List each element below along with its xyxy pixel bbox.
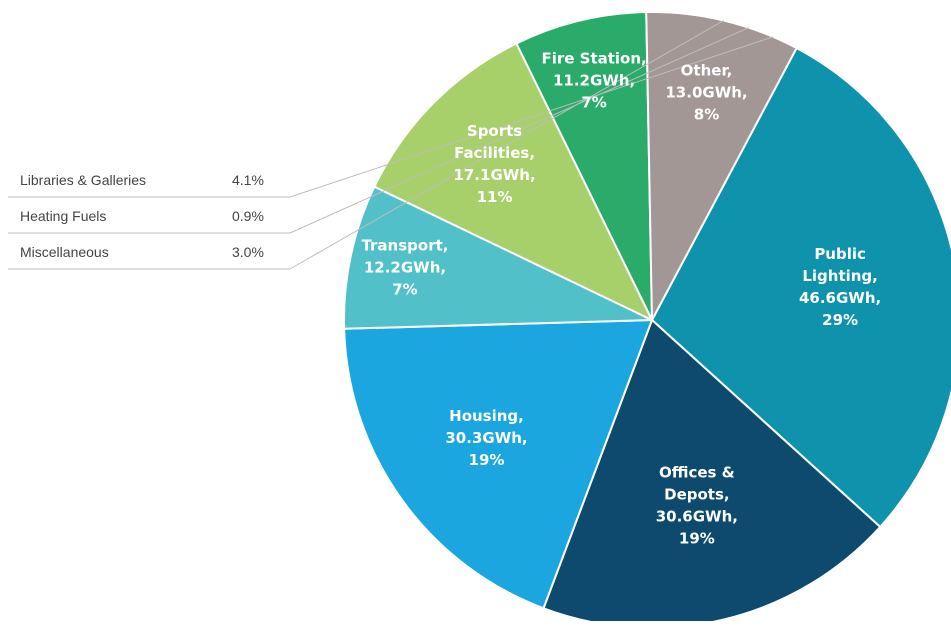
slice-label-sports-facilities: Sports Facilities, 17.1GWh, 11% (453, 122, 535, 206)
slice-label-line: 29% (822, 311, 858, 329)
breakdown-connector (289, 36, 774, 198)
slice-label-fire-station: Fire Station, 11.2GWh, 7% (541, 49, 646, 111)
slice-label-line: 30.3GWh, (445, 429, 527, 447)
slice-label-line: 17.1GWh, (453, 166, 535, 184)
slice-label-line: 46.6GWh, (799, 289, 881, 307)
pie-slice-housing (343, 318, 654, 610)
slice-label-line: Other, (681, 61, 733, 79)
breakdown-connector (289, 27, 749, 234)
slice-label-line: Public (814, 245, 866, 263)
breakdown-percent-miscellaneous: 3.0% (232, 244, 264, 260)
slice-label-other: Other, 13.0GWh, 8% (665, 61, 747, 123)
slice-label-transport: Transport, 12.2GWh, 7% (361, 236, 448, 298)
slice-label-line: Sports (467, 122, 522, 140)
slice-label-line: 30.6GWh, (656, 508, 738, 526)
slice-label-line: 13.0GWh, (665, 83, 747, 101)
slice-label-line: Depots, (664, 486, 729, 504)
breakdown-percent-heating-fuels: 0.9% (232, 208, 264, 224)
pie-slice-sports-facilities (373, 42, 655, 323)
pie-slice-offices-and-depots (542, 318, 882, 626)
slice-label-offices-and-depots: Offices & Depots, 30.6GWh, 19% (656, 464, 738, 548)
breakdown-name-heating-fuels: Heating Fuels (20, 208, 106, 224)
breakdown-percent-libraries-and-galleries: 4.1% (232, 172, 264, 188)
breakdown-connector (289, 20, 724, 270)
slice-label-line: 11% (477, 188, 513, 206)
breakdown-name-miscellaneous: Miscellaneous (20, 244, 109, 260)
slice-label-housing: Housing, 30.3GWh, 19% (445, 407, 527, 469)
slice-label-line: Transport, (361, 236, 448, 254)
pie-slice-public-lighting (650, 46, 951, 529)
slice-label-line: 12.2GWh, (364, 258, 446, 276)
slice-label-line: Facilities, (454, 144, 535, 162)
slice-label-line: Fire Station, (541, 49, 646, 67)
slice-label-line: 19% (679, 530, 715, 548)
pie-slice-transport (343, 185, 653, 330)
slice-label-line: 19% (469, 451, 505, 469)
slice-label-line: Offices & (659, 464, 735, 482)
pie-slice-fire-station (515, 11, 653, 321)
slice-label-line: 7% (392, 280, 417, 298)
slice-label-line: Lighting, (802, 267, 878, 285)
slice-label-line: Housing, (449, 407, 524, 425)
slice-label-line: 8% (694, 105, 719, 123)
slice-label-public-lighting: Public Lighting, 46.6GWh, 29% (799, 245, 881, 329)
slice-label-line: 11.2GWh, (553, 71, 635, 89)
slice-label-line: 7% (581, 93, 606, 111)
breakdown-name-libraries-and-galleries: Libraries & Galleries (20, 172, 146, 188)
